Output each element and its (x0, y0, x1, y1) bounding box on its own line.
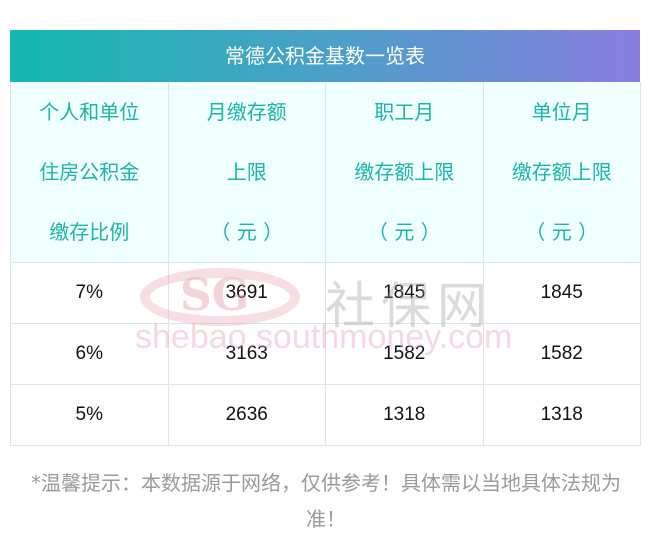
header-line: （ 元 ） (210, 220, 284, 244)
header-line: 职工月 (374, 100, 435, 124)
cell-monthly-cap: 2636 (167, 384, 326, 446)
header-line: 缴存额上限 (511, 160, 612, 184)
fund-base-table: 个人和单位住房公积金缴存比例 月缴存额上限 （ 元 ） 职工月缴存额上限 （ 元 ）… (10, 82, 641, 446)
table-title: 常德公积金基数一览表 (10, 30, 640, 82)
cell-employee-cap: 1582 (325, 323, 484, 385)
header-cell-ratio: 个人和单位住房公积金缴存比例 (10, 82, 169, 263)
cell-employee-cap: 1318 (325, 384, 484, 446)
header-line: 缴存比例 (49, 220, 130, 244)
cell-employer-cap: 1845 (482, 262, 641, 324)
cell-employer-cap: 1318 (482, 384, 641, 446)
cell-ratio: 5% (10, 384, 169, 446)
header-line: 单位月 (531, 100, 592, 124)
table-header-row: 个人和单位住房公积金缴存比例 月缴存额上限 （ 元 ） 职工月缴存额上限 （ 元 ）… (10, 82, 641, 263)
cell-ratio: 7% (10, 262, 169, 324)
cell-monthly-cap: 3163 (167, 323, 326, 385)
header-line: 缴存额上限 (354, 160, 455, 184)
header-line: 住房公积金 (39, 160, 140, 184)
table-row: 5% 2636 1318 1318 (10, 384, 641, 446)
cell-employee-cap: 1845 (325, 262, 484, 324)
header-line: （ 元 ） (367, 220, 441, 244)
header-line: （ 元 ） (525, 220, 599, 244)
cell-employer-cap: 1582 (482, 323, 641, 385)
header-cell-monthly-cap: 月缴存额上限 （ 元 ） (167, 82, 326, 263)
header-cell-employee-cap: 职工月缴存额上限 （ 元 ） (325, 82, 484, 263)
header-line: 个人和单位 (39, 100, 140, 124)
table-row: 6% 3163 1582 1582 (10, 323, 641, 385)
header-line: 上限 (226, 160, 267, 184)
table-row: 7% 3691 1845 1845 (10, 262, 641, 324)
disclaimer-note: *温馨提示：本数据源于网络，仅供参考！具体需以当地具体法规为准！ (31, 471, 621, 531)
cell-ratio: 6% (10, 323, 169, 385)
cell-monthly-cap: 3691 (167, 262, 326, 324)
header-line: 月缴存额 (206, 100, 287, 124)
header-cell-employer-cap: 单位月缴存额上限 （ 元 ） (482, 82, 641, 263)
